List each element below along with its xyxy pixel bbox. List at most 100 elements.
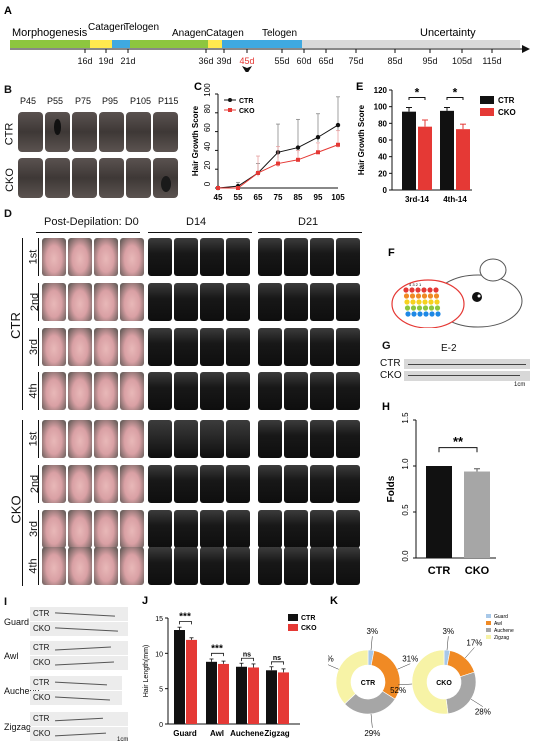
data-point	[315, 135, 321, 140]
y-tick-label: 0.5	[401, 504, 410, 516]
timeline-tick-label: 75d	[348, 56, 363, 66]
mouse-photo	[120, 420, 144, 458]
mouse-eye-highlight	[477, 294, 481, 298]
row-label: CKO	[33, 658, 51, 667]
mouse-photo	[200, 238, 224, 276]
mouse-photo	[94, 283, 118, 321]
mouse-photo	[200, 547, 224, 585]
whisker-dot	[405, 311, 411, 317]
mouse-photo	[120, 465, 144, 503]
row-label: CTR	[33, 714, 50, 723]
whisker-dot	[435, 311, 441, 317]
panel-letter-a: A	[4, 5, 12, 17]
y-tick-label: 1.5	[401, 412, 410, 424]
bar-cko	[418, 126, 432, 190]
age-label: P95	[102, 96, 119, 106]
scale-bar-label: 1cm	[514, 382, 526, 388]
panel-letter-f: F	[388, 247, 395, 259]
mouse-photo	[284, 238, 308, 276]
data-point	[256, 170, 260, 175]
mouse-photo	[68, 420, 92, 458]
whisker-dot	[434, 305, 441, 311]
slice-percent-label: 37%	[328, 655, 334, 664]
row-label: CKO	[33, 624, 51, 633]
round-label: 2nd	[29, 474, 42, 494]
bar-cko	[456, 129, 470, 190]
mouse-photo	[94, 238, 118, 276]
mouse-photo	[284, 420, 308, 458]
significance-bracket	[271, 661, 284, 665]
mouse-photo	[336, 372, 360, 410]
mouse-photo	[148, 283, 172, 321]
age-label: P105	[130, 96, 152, 106]
mouse-photo	[336, 510, 360, 548]
legend-label: Zigzag	[494, 635, 509, 641]
timeline-tick-label: 45d	[239, 56, 254, 66]
y-tick-label: 20	[378, 169, 387, 178]
mouse-photo	[226, 238, 250, 276]
timeline-tick-label: 36d	[198, 56, 213, 66]
x-tick-label: 75	[274, 193, 283, 202]
legend-label: CTR	[239, 98, 253, 105]
panel-letter-b: B	[4, 84, 12, 96]
mouse-photo	[336, 465, 360, 503]
significance-bracket	[211, 652, 224, 657]
header-d21: D21	[298, 216, 319, 228]
mouse-photo	[45, 112, 70, 152]
x-tick-label: Zigzag	[264, 729, 289, 738]
mouse-photo	[94, 372, 118, 410]
mouse-photo	[226, 465, 250, 503]
mouse-photo	[120, 372, 144, 410]
y-tick-label: 20	[203, 160, 212, 169]
mouse-photo	[68, 283, 92, 321]
row-label-cko: CKO	[380, 370, 402, 381]
mouse-photo	[120, 238, 144, 276]
whisker-dots	[403, 287, 441, 317]
round-brace	[38, 328, 39, 366]
mouse-photo	[174, 465, 198, 503]
mouse-photo	[284, 510, 308, 548]
phase-label: Telogen	[124, 22, 159, 33]
x-tick-label: 45	[214, 193, 223, 202]
y-tick-label: 5	[159, 687, 163, 694]
legend-marker	[228, 108, 232, 112]
mouse-eye	[472, 292, 482, 302]
mouse-photo	[68, 510, 92, 548]
mouse-photo	[68, 372, 92, 410]
mouse-photo	[42, 283, 66, 321]
mouse-photo	[42, 372, 66, 410]
mouse-photo	[120, 283, 144, 321]
mouse-photo	[284, 283, 308, 321]
mouse-photo	[284, 328, 308, 366]
y-tick-label: 10	[155, 651, 163, 658]
whisker-dot	[409, 287, 415, 293]
phase-label: Uncertainty	[420, 27, 476, 39]
mouse-photo	[258, 283, 282, 321]
timeline-tick-label: 85d	[387, 56, 402, 66]
mouse-photo	[226, 510, 250, 548]
panel-i: I Guard CTR CKO Awl CTR CKO Auchene CTR CKO Zigza…	[0, 594, 135, 751]
y-axis-label: Hair Growth Score	[191, 105, 200, 176]
whisker-dot	[416, 299, 422, 305]
header-rule	[148, 232, 252, 233]
x-tick-label: 4th-14	[443, 195, 467, 204]
mouse-photo	[68, 238, 92, 276]
legend-label: CKO	[301, 625, 317, 632]
panel-d: D Post-Depilation: D0 D14 D21 CTR CKO 1st 2…	[0, 206, 385, 588]
panel-letter-k: K	[330, 595, 338, 607]
significance-marker: *	[415, 86, 420, 100]
mouse-photo-row-cko	[18, 158, 178, 198]
significance-marker: **	[453, 434, 464, 449]
slice-leader-line	[446, 636, 449, 651]
significance-marker: ***	[211, 643, 223, 654]
header-d0: Post-Depilation: D0	[44, 216, 139, 228]
whisker-strip-cko	[404, 371, 530, 381]
catagen-bar-2	[208, 40, 222, 48]
slice-percent-label: 3%	[367, 627, 379, 636]
phase-label: Anagen	[172, 28, 206, 39]
y-tick-label: 100	[203, 83, 212, 97]
mouse-photo	[200, 465, 224, 503]
round-brace	[38, 420, 39, 458]
morphogenesis-bar	[10, 40, 90, 48]
significance-marker: ns	[243, 651, 251, 658]
